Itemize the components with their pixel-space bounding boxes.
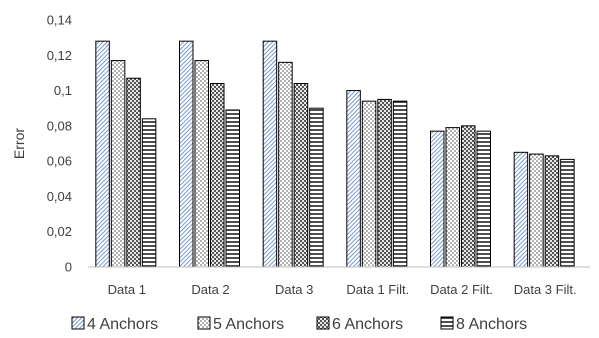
x-tick-label: Data 1 Filt. [346, 282, 409, 297]
x-tick-label: Data 2 [191, 282, 229, 297]
bar-6-anchors-5 [544, 155, 560, 268]
legend-swatch [71, 316, 85, 330]
x-tick-label: Data 3 Filt. [514, 282, 577, 297]
legend-item: 6 Anchors [316, 316, 403, 333]
y-axis-ticks: 0 0,02 0,04 0,06 0,08 0,1 0,12 0,14 [47, 13, 72, 275]
bar-4-anchors-2 [262, 40, 278, 268]
x-axis-ticks: Data 1 Data 2 Data 3 Data 1 Filt. Data 2 Fil… [108, 282, 577, 297]
legend-label: 4 Anchors [87, 316, 158, 333]
bar-6-anchors-0 [126, 77, 141, 268]
bar-5-anchors-3 [361, 100, 377, 268]
bar-5-anchors-5 [529, 153, 544, 268]
y-tick-label: 0,12 [47, 48, 72, 63]
bar-8-anchors-1 [225, 109, 240, 268]
bar-6-anchors-1 [210, 83, 225, 268]
x-tick-label: Data 3 [275, 282, 313, 297]
legend-label: 6 Anchors [332, 316, 403, 333]
bars-group [95, 40, 575, 268]
y-tick-label: 0,06 [47, 154, 72, 169]
bar-6-anchors-3 [377, 98, 392, 268]
bar-6-anchors-4 [461, 125, 476, 268]
y-tick-label: 0,04 [47, 189, 72, 204]
y-axis-title: Error [11, 128, 27, 159]
x-tick-label: Data 1 [108, 282, 146, 297]
bar-4-anchors-5 [513, 151, 529, 268]
y-tick-label: 0,14 [47, 13, 72, 28]
bar-5-anchors-1 [194, 60, 209, 268]
bar-8-anchors-3 [392, 100, 408, 268]
bar-6-anchors-2 [293, 83, 309, 268]
legend-item: 8 Anchors [440, 316, 527, 333]
bar-5-anchors-0 [110, 60, 126, 268]
legend-label: 8 Anchors [456, 316, 527, 333]
bar-4-anchors-0 [95, 40, 110, 268]
bar-8-anchors-0 [141, 118, 157, 268]
y-tick-label: 0,08 [47, 118, 72, 133]
x-tick-label: Data 2 Filt. [430, 282, 493, 297]
bar-5-anchors-4 [445, 127, 460, 268]
bar-4-anchors-1 [179, 40, 194, 268]
legend-item: 4 Anchors [71, 316, 158, 333]
legend-swatch [197, 316, 211, 330]
bar-8-anchors-4 [476, 130, 491, 268]
y-tick-label: 0,1 [54, 83, 72, 98]
bar-8-anchors-2 [309, 107, 324, 268]
legend-label: 5 Anchors [213, 316, 284, 333]
legend: 4 Anchors 5 Anchors 6 Anchors 8 Anchors [71, 316, 527, 333]
legend-swatch [440, 316, 454, 330]
bar-4-anchors-4 [430, 130, 445, 268]
legend-swatch [316, 316, 330, 330]
legend-item: 5 Anchors [197, 316, 284, 333]
bar-4-anchors-3 [346, 90, 361, 268]
bar-8-anchors-5 [560, 158, 575, 268]
y-tick-label: 0 [65, 260, 72, 275]
bar-5-anchors-2 [278, 61, 293, 268]
y-tick-label: 0,02 [47, 224, 72, 239]
